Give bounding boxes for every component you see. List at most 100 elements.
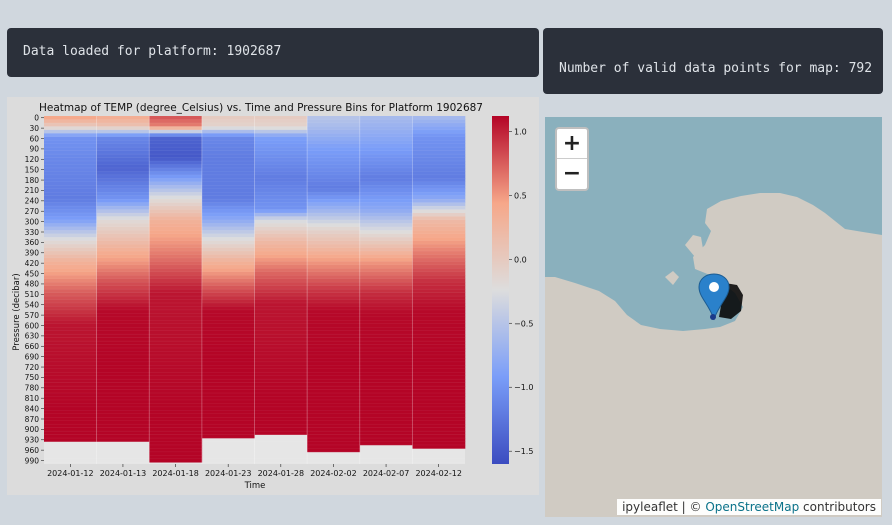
heatmap-cell — [412, 154, 466, 158]
heatmap-cell — [412, 306, 466, 311]
heatmap-cell — [254, 233, 308, 238]
heatmap-cell — [44, 278, 97, 283]
heatmap-cell — [44, 282, 97, 286]
heatmap-cell — [359, 261, 413, 266]
heatmap-cell — [44, 185, 97, 190]
heatmap-cell — [254, 185, 308, 190]
heatmap-cell — [254, 133, 308, 138]
heatmap-cell — [412, 275, 466, 280]
heatmap-cell — [44, 410, 97, 415]
map-attribution: ipyleaflet | © OpenStreetMap contributor… — [617, 499, 881, 515]
heatmap-cell — [359, 140, 413, 144]
heatmap-cell — [254, 285, 308, 290]
heatmap-cell — [149, 247, 203, 252]
zoom-in-button[interactable]: + — [557, 129, 587, 159]
heatmap-cell — [412, 334, 466, 338]
heatmap-cell — [254, 251, 308, 255]
heatmap-cell — [307, 341, 361, 345]
heatmap-cell — [96, 386, 150, 390]
heatmap-cell — [44, 424, 97, 428]
heatmap-cell — [201, 157, 255, 162]
heatmap-cell — [44, 206, 97, 210]
heatmap-cell — [412, 358, 466, 363]
openstreetmap-link[interactable]: OpenStreetMap — [705, 500, 800, 514]
heatmap-cell — [149, 129, 203, 134]
heatmap-cell — [307, 202, 361, 207]
heatmap-cell — [149, 455, 203, 460]
heatmap-cell — [44, 320, 97, 325]
heatmap-cell — [96, 413, 150, 418]
heatmap-cell — [201, 171, 255, 176]
heatmap-cell — [254, 375, 308, 380]
heatmap-cell — [254, 406, 308, 411]
map[interactable]: + − ipyleaflet | © OpenStreetMap contrib… — [545, 117, 882, 517]
zoom-out-button[interactable]: − — [562, 161, 582, 186]
y-tick-label: 960 — [25, 446, 40, 455]
heatmap-cell — [44, 361, 97, 366]
heatmap-cell — [96, 316, 150, 321]
heatmap-cell — [412, 244, 466, 248]
heatmap-cell — [96, 396, 150, 401]
heatmap-cell — [149, 358, 203, 363]
heatmap-cell — [201, 348, 255, 352]
heatmap-cell — [149, 309, 203, 314]
heatmap-cell — [96, 420, 150, 425]
heatmap-cell — [44, 199, 97, 203]
heatmap-cell — [44, 150, 97, 155]
heatmap-cell — [201, 129, 255, 134]
y-tick-label: 690 — [25, 352, 40, 361]
heatmap-cell — [254, 344, 308, 349]
heatmap-cell — [412, 396, 466, 401]
heatmap-cell — [359, 129, 413, 134]
heatmap-cell — [307, 126, 361, 131]
heatmap-cell — [412, 372, 466, 376]
y-tick-label: 300 — [25, 217, 40, 226]
heatmap-cell — [254, 379, 308, 383]
heatmap-cell — [96, 192, 150, 196]
x-tick-label: 2024-01-12 — [47, 469, 94, 478]
heatmap-cell — [412, 209, 466, 214]
heatmap-cell — [44, 129, 97, 134]
heatmap-cell — [412, 233, 466, 238]
heatmap-cell — [307, 289, 361, 293]
heatmap-cell — [96, 226, 150, 231]
heatmap-cell — [96, 361, 150, 366]
x-tick-label: 2024-01-28 — [258, 469, 305, 478]
heatmap-cell — [201, 410, 255, 415]
heatmap-cell — [44, 195, 97, 200]
heatmap-cell — [201, 219, 255, 224]
heatmap-cell — [307, 261, 361, 266]
heatmap-cell — [96, 181, 150, 186]
heatmap-cell — [96, 164, 150, 169]
heatmap-cell — [359, 289, 413, 293]
count-panel: Number of valid data points for map: 792 — [543, 28, 883, 94]
heatmap-cell — [149, 254, 203, 259]
heatmap-cell — [359, 202, 413, 207]
map-pin-icon[interactable] — [698, 273, 730, 321]
heatmap-cell — [307, 389, 361, 394]
heatmap-cell — [201, 167, 255, 172]
heatmap-cell — [359, 178, 413, 183]
heatmap-cell — [149, 268, 203, 273]
y-tick-label: 900 — [25, 425, 40, 434]
heatmap-cell — [149, 275, 203, 280]
heatmap-cell — [149, 240, 203, 245]
heatmap-cell — [44, 126, 97, 131]
heatmap-cell — [201, 181, 255, 186]
heatmap-cell — [149, 306, 203, 311]
heatmap-cell — [254, 302, 308, 307]
heatmap-cell — [307, 351, 361, 356]
heatmap-cell — [201, 334, 255, 338]
y-tick-label: 780 — [25, 384, 40, 393]
map-tiles[interactable] — [545, 117, 882, 517]
heatmap-cell — [359, 192, 413, 196]
heatmap-cell — [201, 403, 255, 408]
heatmap-cell — [149, 282, 203, 286]
heatmap-cell — [359, 431, 413, 435]
heatmap-cell — [201, 140, 255, 144]
heatmap-cell — [149, 292, 203, 297]
heatmap-cell — [307, 427, 361, 432]
heatmap-cell — [254, 361, 308, 366]
heatmap-cell — [201, 354, 255, 359]
heatmap-cell — [201, 216, 255, 221]
